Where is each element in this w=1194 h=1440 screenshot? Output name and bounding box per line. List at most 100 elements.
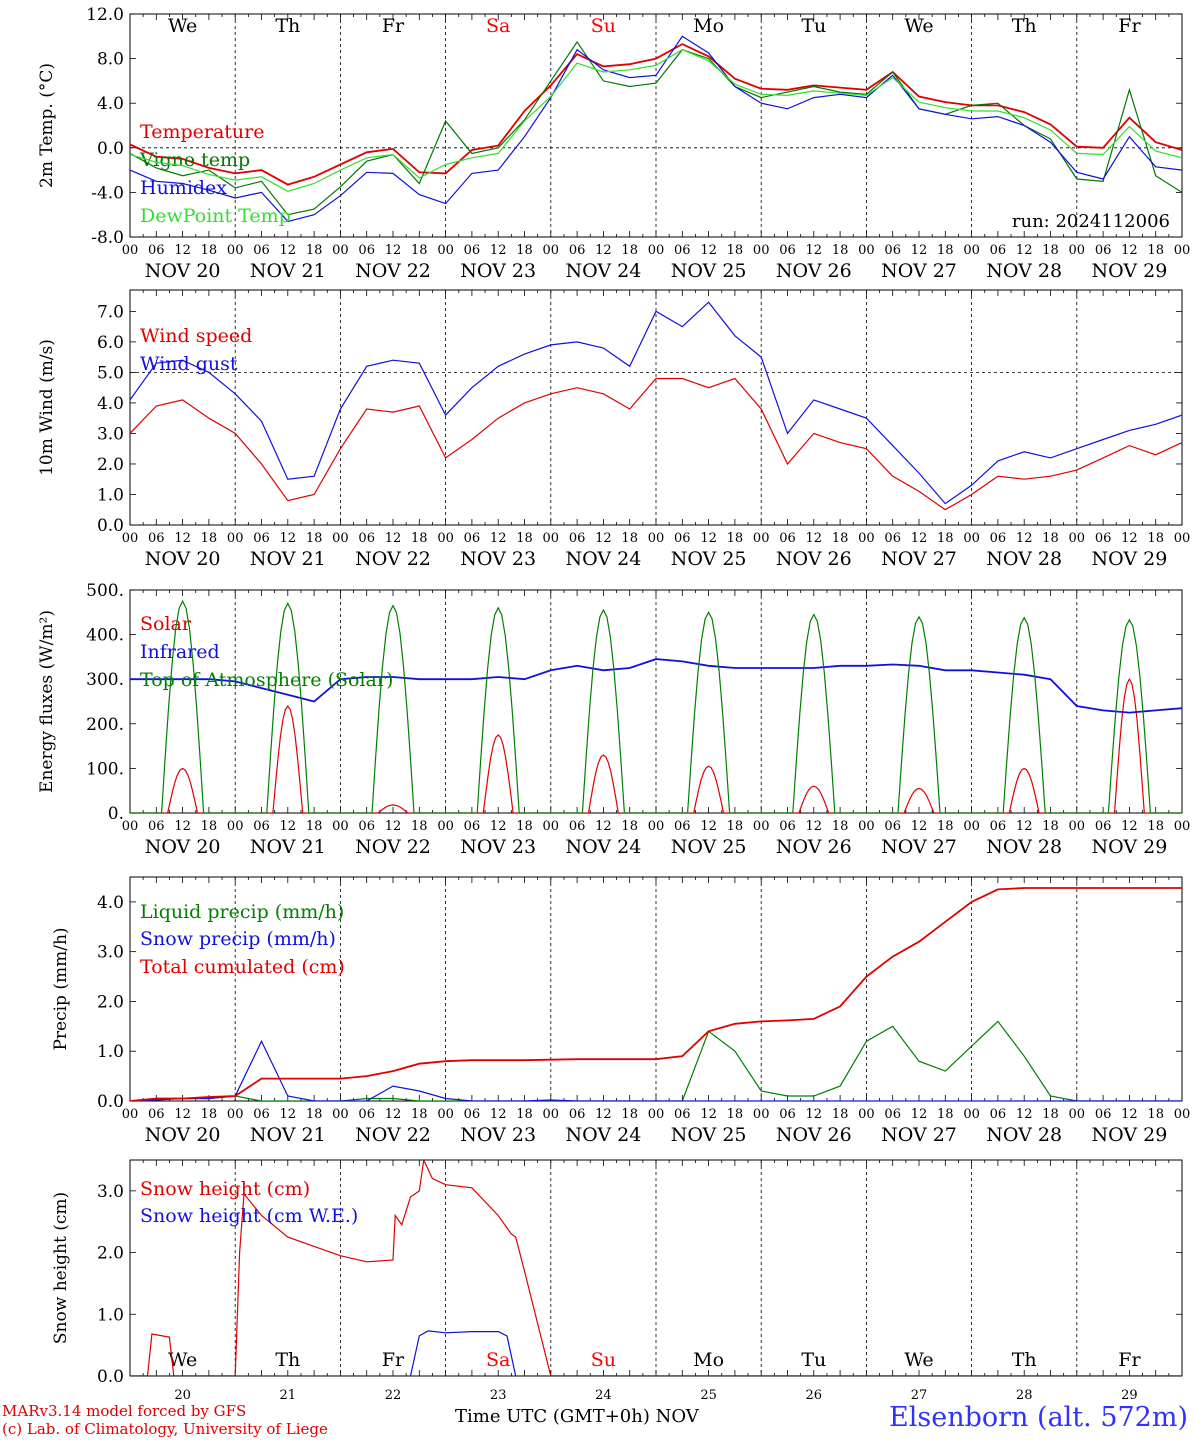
day-name: Su [591, 1349, 616, 1371]
hour-tick-label: 06 [148, 1107, 165, 1122]
date-label: NOV 27 [881, 548, 957, 570]
legend-entry: Snow precip (mm/h) [140, 928, 336, 950]
hour-tick-label: 06 [1095, 531, 1112, 546]
legend-entry: Top of Atmosphere (Solar) [140, 669, 393, 691]
hour-tick-label: 18 [201, 531, 218, 546]
hour-tick-label: 00 [753, 819, 770, 834]
y-tick-label: 3.0 [97, 943, 124, 963]
panel-5: 0.0 1.0 2.0 3.0 Snow height (cm) 20 21 22 23 24 25… [51, 1159, 1183, 1403]
date-label: NOV 26 [776, 1124, 852, 1146]
hour-tick-label: 00 [1174, 819, 1191, 834]
date-label: NOV 24 [565, 836, 641, 858]
hour-tick-label: 06 [569, 531, 586, 546]
hour-tick-label: 06 [464, 531, 481, 546]
hour-tick-label: 00 [1069, 531, 1086, 546]
hour-tick-label: 18 [1042, 531, 1059, 546]
hour-tick-label: 00 [122, 531, 139, 546]
hour-tick-label: 12 [174, 243, 191, 258]
date-label: NOV 25 [671, 1124, 747, 1146]
hour-tick-label: 18 [621, 819, 638, 834]
x-axis-title: Time UTC (GMT+0h) NOV [455, 1406, 699, 1427]
hour-tick-label: 12 [1121, 1107, 1138, 1122]
hour-tick-label: 00 [543, 1107, 560, 1122]
hour-tick-label: 12 [280, 243, 297, 258]
hour-tick-label: 18 [621, 243, 638, 258]
day-name: Fr [382, 1349, 405, 1371]
y-tick-label: 0.0 [97, 1092, 124, 1112]
hour-tick-label: 06 [148, 531, 165, 546]
hour-tick-label: 18 [306, 531, 323, 546]
date-label: 24 [595, 1388, 612, 1403]
hour-tick-label: 12 [700, 1107, 717, 1122]
hour-tick-label: 06 [674, 243, 691, 258]
y-tick-label: 3.0 [97, 1182, 124, 1202]
date-label: NOV 28 [986, 548, 1062, 570]
hour-tick-label: 12 [490, 243, 507, 258]
y-tick-label: 1.0 [97, 1042, 124, 1062]
hour-tick-label: 12 [490, 819, 507, 834]
run-label: run: 2024112006 [1012, 211, 1170, 232]
hour-tick-label: 12 [911, 243, 928, 258]
hour-tick-label: 00 [1174, 531, 1191, 546]
hour-tick-label: 12 [174, 819, 191, 834]
hour-tick-label: 06 [884, 243, 901, 258]
y-tick-label: 2.0 [97, 1244, 124, 1264]
y-tick-label: 0.0 [97, 516, 124, 536]
date-label: NOV 20 [145, 548, 221, 570]
series-line-top-of-atmosphere-solar- [130, 599, 1182, 813]
date-label: NOV 20 [145, 260, 221, 282]
credit-line-1: MARv3.14 model forced by GFS [2, 1402, 247, 1420]
date-label: 20 [174, 1388, 191, 1403]
hour-tick-label: 00 [963, 531, 980, 546]
hour-tick-label: 00 [437, 819, 454, 834]
date-label: NOV 23 [460, 836, 536, 858]
day-name: Th [275, 1349, 300, 1371]
hour-tick-label: 12 [700, 531, 717, 546]
hour-tick-label: 18 [621, 531, 638, 546]
hour-tick-label: 12 [1121, 531, 1138, 546]
hour-tick-label: 00 [858, 1107, 875, 1122]
hour-tick-label: 12 [595, 1107, 612, 1122]
date-label: NOV 22 [355, 260, 431, 282]
y-tick-label: -4.0 [91, 183, 124, 203]
hour-tick-label: 12 [700, 243, 717, 258]
date-label: 25 [700, 1388, 717, 1403]
hour-tick-label: 18 [201, 1107, 218, 1122]
hour-tick-label: 06 [990, 819, 1007, 834]
day-name: We [168, 15, 197, 37]
date-label: NOV 29 [1091, 836, 1167, 858]
date-label: NOV 24 [565, 1124, 641, 1146]
hour-tick-label: 12 [1121, 243, 1138, 258]
hour-tick-label: 12 [806, 243, 823, 258]
hour-tick-label: 18 [411, 1107, 428, 1122]
hour-tick-label: 00 [1069, 1107, 1086, 1122]
hour-tick-label: 00 [858, 531, 875, 546]
hour-tick-label: 06 [464, 819, 481, 834]
date-label: NOV 21 [250, 548, 326, 570]
date-label: NOV 25 [671, 836, 747, 858]
hour-tick-label: 00 [1069, 243, 1086, 258]
day-name: Tu [801, 15, 826, 37]
hour-tick-label: 06 [884, 531, 901, 546]
hour-tick-label: 00 [332, 243, 349, 258]
legend-entry: Wind gust [140, 353, 238, 375]
hour-tick-label: 00 [1174, 243, 1191, 258]
date-label: NOV 23 [460, 260, 536, 282]
y-tick-label: 1.0 [97, 1305, 124, 1325]
y-tick-label: 200. [86, 715, 124, 735]
hour-tick-label: 12 [806, 819, 823, 834]
hour-tick-label: 06 [990, 243, 1007, 258]
panel-2: 0.0 1.0 2.0 3.0 4.0 5.0 6.0 7.0 10m Wind (m/s) 00… [37, 289, 1191, 570]
day-name: Sa [486, 15, 510, 37]
legend-entry: Humidex [140, 177, 227, 199]
day-name: We [168, 1349, 197, 1371]
hour-tick-label: 18 [306, 819, 323, 834]
hour-tick-label: 06 [674, 819, 691, 834]
hour-tick-label: 00 [648, 243, 665, 258]
hour-tick-label: 18 [411, 243, 428, 258]
day-name: Th [1012, 15, 1037, 37]
hour-tick-label: 18 [621, 1107, 638, 1122]
date-label: NOV 22 [355, 1124, 431, 1146]
hour-tick-label: 18 [201, 819, 218, 834]
date-label: NOV 25 [671, 260, 747, 282]
